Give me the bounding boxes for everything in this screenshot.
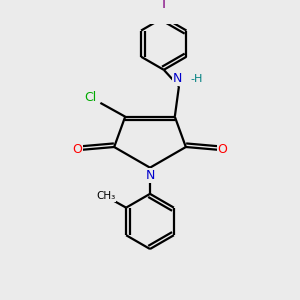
Text: CH₃: CH₃ xyxy=(97,191,116,201)
Text: O: O xyxy=(218,143,227,156)
Text: O: O xyxy=(73,143,82,156)
Text: N: N xyxy=(145,169,155,182)
Text: Cl: Cl xyxy=(85,91,97,104)
Text: N: N xyxy=(173,72,182,85)
Text: I: I xyxy=(162,0,166,11)
Text: -H: -H xyxy=(190,74,203,85)
